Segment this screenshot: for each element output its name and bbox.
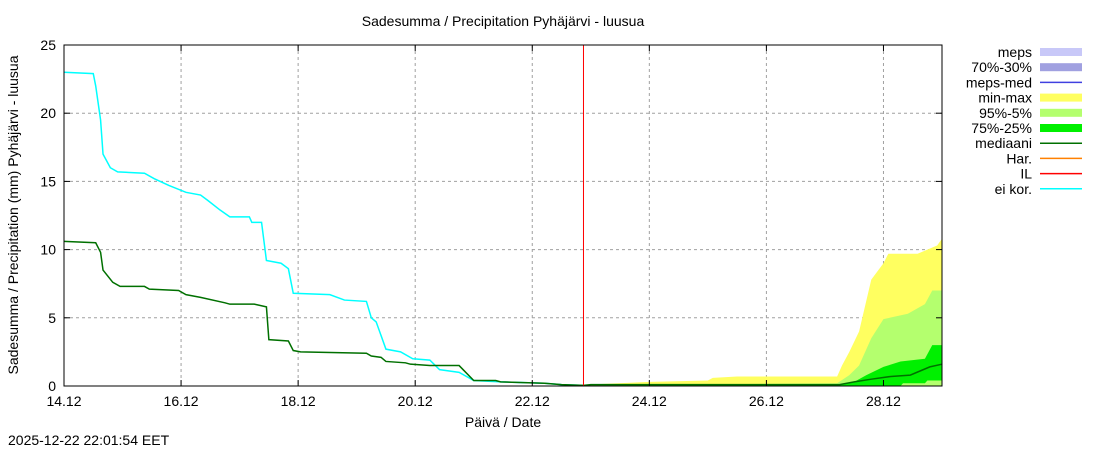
legend-label: 70%-30%	[971, 59, 1032, 75]
x-tick-label: 14.12	[46, 393, 81, 409]
y-tick-label: 5	[48, 310, 56, 326]
x-tick-label: 16.12	[164, 393, 199, 409]
legend-label: meps-med	[966, 74, 1032, 90]
legend: meps70%-30%meps-medmin-max95%-5%75%-25%m…	[966, 44, 1082, 197]
legend-label: 95%-5%	[979, 105, 1032, 121]
forecast-bands	[585, 238, 942, 386]
y-tick-label: 20	[40, 105, 56, 121]
legend-label: mediaani	[975, 135, 1032, 151]
y-tick-label: 25	[40, 37, 56, 53]
y-tick-label: 15	[40, 173, 56, 189]
legend-swatch	[1040, 108, 1082, 117]
band-75-25-	[585, 345, 942, 386]
y-axis-label: Sadesumma / Precipitation (mm) Pyhäjärvi…	[5, 55, 21, 374]
x-axis-label: Päivä / Date	[465, 414, 541, 430]
legend-label: ei kor.	[995, 181, 1032, 197]
x-tick-label: 20.12	[398, 393, 433, 409]
legend-label: IL	[1020, 166, 1032, 182]
series-ei-kor-	[63, 71, 584, 387]
legend-label: 75%-25%	[971, 120, 1032, 136]
y-tick-label: 10	[40, 242, 56, 258]
series-mediaani	[63, 240, 943, 387]
timestamp: 2025-12-22 22:01:54 EET	[8, 432, 170, 448]
band-min-max	[585, 238, 942, 386]
legend-label: min-max	[978, 90, 1032, 106]
legend-label: Har.	[1006, 150, 1032, 166]
legend-label: meps	[998, 44, 1032, 60]
x-tick-label: 26.12	[749, 393, 784, 409]
x-tick-label: 24.12	[632, 393, 667, 409]
plot-frame	[63, 44, 943, 387]
chart-title: Sadesumma / Precipitation Pyhäjärvi - lu…	[362, 13, 645, 29]
x-tick-label: 18.12	[281, 393, 316, 409]
y-tick-label: 0	[48, 378, 56, 394]
axis-ticks: 14.12 16.12 18.12 20.12 22.12 24.12 26.12 28.12…	[40, 37, 942, 409]
legend-swatch	[1040, 93, 1082, 102]
series-lines	[63, 45, 943, 387]
grid	[64, 45, 942, 386]
legend-swatch	[1040, 63, 1082, 72]
x-tick-label: 22.12	[515, 393, 550, 409]
legend-swatch	[1040, 48, 1082, 56]
x-tick-label: 28.12	[866, 393, 901, 409]
legend-swatch	[1040, 124, 1082, 132]
